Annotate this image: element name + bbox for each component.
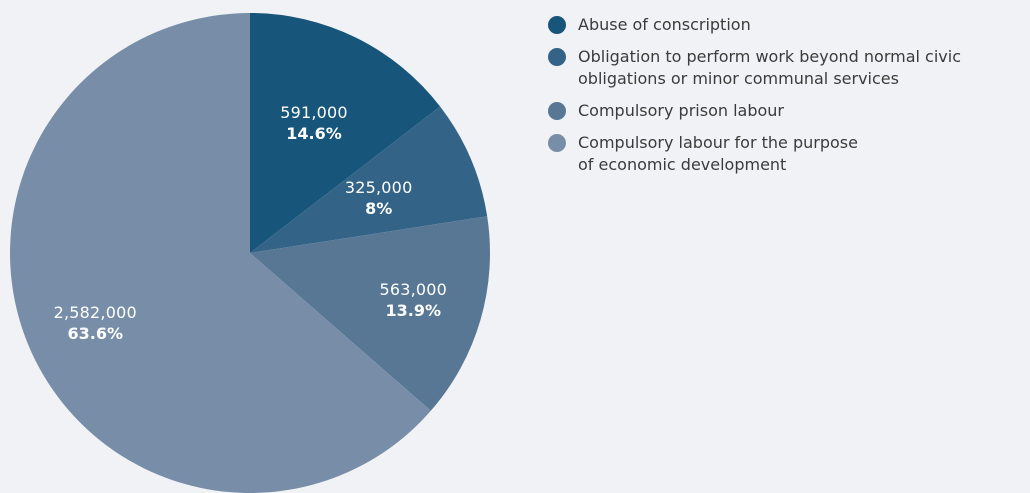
legend: Abuse of conscription Obligation to perfo… xyxy=(548,14,1030,186)
legend-label: Compulsory prison labour xyxy=(578,101,784,120)
legend-swatch xyxy=(548,16,566,34)
legend-swatch xyxy=(548,48,566,66)
slice-value-label: 563,000 xyxy=(379,280,448,300)
pie-slice-2 xyxy=(250,216,490,411)
slice-percent-label: 8% xyxy=(365,198,393,218)
slice-label-0: 591,000 14.6% xyxy=(280,102,348,144)
legend-swatch xyxy=(548,134,566,152)
slice-percent-label: 14.6% xyxy=(286,123,342,143)
pie-slice-1 xyxy=(250,106,488,253)
legend-item: Compulsory prison labour xyxy=(548,100,1030,122)
slice-label-2: 563,000 13.9% xyxy=(379,279,447,321)
legend-item: Obligation to perform work beyond normal… xyxy=(548,46,1030,90)
slice-label-1: 325,000 8% xyxy=(345,177,413,219)
slice-value-label: 591,000 xyxy=(280,102,348,122)
pie-slice-3 xyxy=(9,13,431,493)
slice-value-label: 2,582,000 xyxy=(53,303,137,323)
slice-percent-label: 13.9% xyxy=(385,301,442,321)
legend-swatch xyxy=(548,102,566,120)
pie-slice-0 xyxy=(250,13,441,253)
legend-item: Compulsory labour for the purpose of eco… xyxy=(548,132,1030,176)
slice-value-label: 325,000 xyxy=(344,177,413,197)
legend-label: Abuse of conscription xyxy=(578,15,751,34)
legend-label: Compulsory labour for the purpose of eco… xyxy=(578,133,858,174)
slice-percent-label: 63.6% xyxy=(67,324,123,344)
legend-label: Obligation to perform work beyond normal… xyxy=(578,47,961,88)
slice-label-3: 2,582,000 63.6% xyxy=(54,302,137,344)
legend-item: Abuse of conscription xyxy=(548,14,1030,36)
